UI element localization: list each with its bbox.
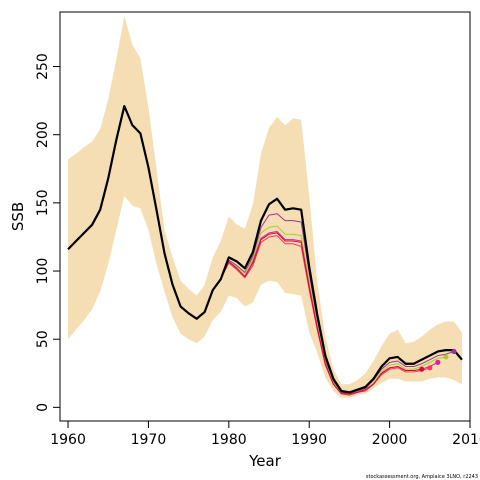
x-tick-label: 1970 [131, 432, 167, 448]
credit-note: stockassessment.org, Amplaice 3LNO, r224… [366, 474, 478, 480]
x-tick-label: 2000 [372, 432, 408, 448]
y-axis-title: SSB [9, 202, 27, 231]
x-tick-label: 1980 [211, 432, 247, 448]
y-tick-label: 100 [35, 258, 51, 285]
x-axis-title: Year [248, 452, 282, 470]
endpoint-marker [451, 348, 457, 355]
x-tick-label: 1960 [50, 432, 86, 448]
series-layer [67, 104, 463, 396]
ssb-main-line [67, 104, 463, 394]
endpoint-marker [419, 366, 425, 372]
y-tick-label: 200 [35, 121, 51, 148]
endpoint-marker [443, 354, 449, 360]
x-tick-label: 1990 [291, 432, 327, 448]
y-axis: 0 50 100 150 200 250 [35, 53, 60, 412]
confidence-band [68, 16, 462, 398]
endpoint-marker [427, 365, 433, 371]
ssb-retro-3-line [228, 213, 455, 395]
endpoint-marker [435, 359, 441, 365]
plot-frame [59, 11, 471, 422]
y-tick-label: 150 [35, 189, 51, 216]
y-tick-label: 50 [35, 330, 51, 348]
endpoint-markers-layer [419, 348, 457, 372]
y-tick-label: 0 [35, 403, 51, 412]
y-tick-label: 250 [35, 53, 51, 80]
confidence-band-layer [68, 16, 462, 398]
